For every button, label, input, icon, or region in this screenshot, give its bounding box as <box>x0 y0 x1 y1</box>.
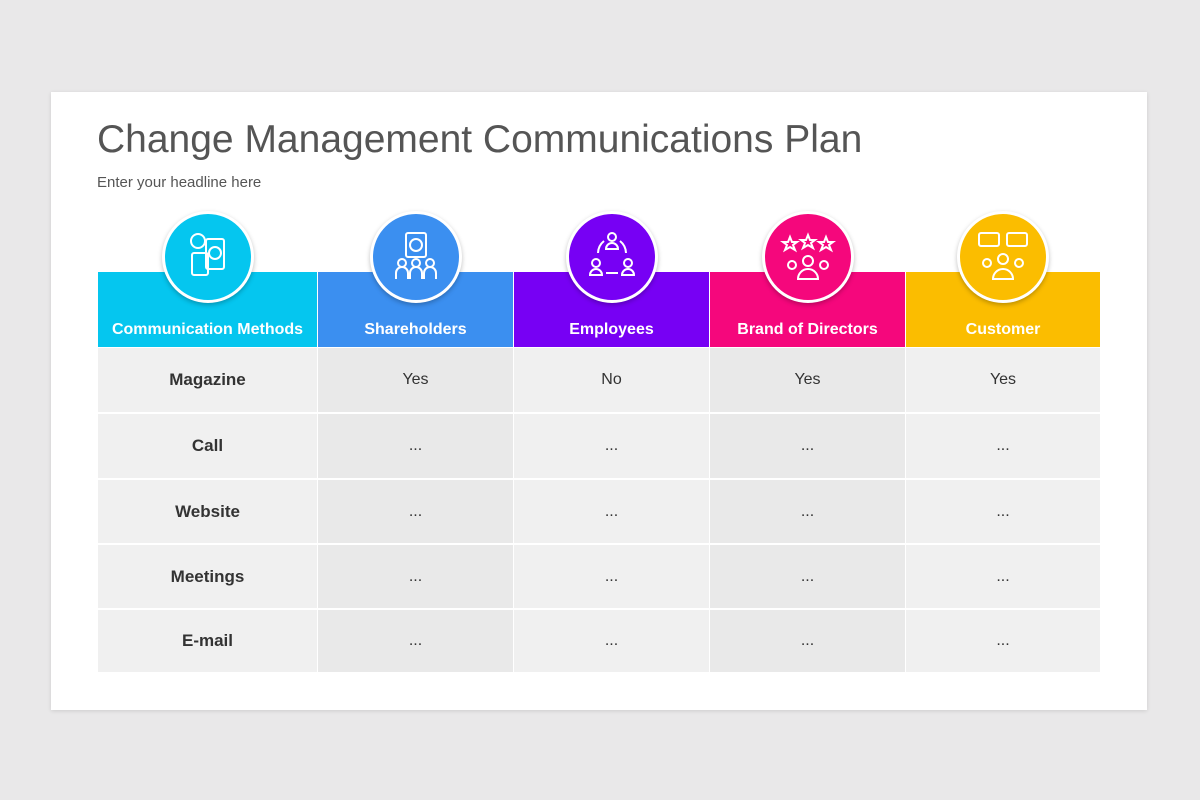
column-icon <box>370 211 462 303</box>
table-cell: ... <box>906 480 1100 543</box>
icon <box>978 232 1028 280</box>
icon <box>190 233 225 276</box>
table-cell: ... <box>710 545 905 608</box>
icon <box>588 232 636 276</box>
row-label: Call <box>98 414 317 478</box>
table-cell: ... <box>514 480 709 543</box>
column-header: Brand of Directors <box>710 272 905 347</box>
table-cell: ... <box>514 610 709 672</box>
row-label: Meetings <box>98 545 317 608</box>
slide: Change Management Communications Plan En… <box>51 92 1147 710</box>
row-label: Magazine <box>98 348 317 412</box>
table-cell: Yes <box>318 348 513 412</box>
table-cell: ... <box>514 414 709 478</box>
table-cell: ... <box>906 414 1100 478</box>
column-icon <box>957 211 1049 303</box>
column-header: Customer <box>906 272 1100 347</box>
table-cell: ... <box>710 414 905 478</box>
row-label: Website <box>98 480 317 543</box>
subtitle: Enter your headline here <box>97 174 262 191</box>
title: Change Management Communications Plan <box>97 118 863 161</box>
column-icon <box>162 211 254 303</box>
table-cell: No <box>514 348 709 412</box>
table-cell: Yes <box>710 348 905 412</box>
icon <box>780 232 836 280</box>
table-cell: Yes <box>906 348 1100 412</box>
table-cell: ... <box>318 545 513 608</box>
table-cell: ... <box>318 480 513 543</box>
row-label: E-mail <box>98 610 317 672</box>
table-cell: ... <box>906 610 1100 672</box>
table-cell: ... <box>710 610 905 672</box>
column-icon <box>762 211 854 303</box>
table-cell: ... <box>710 480 905 543</box>
icon <box>395 232 437 279</box>
table-cell: ... <box>514 545 709 608</box>
table-cell: ... <box>906 545 1100 608</box>
column-icon <box>566 211 658 303</box>
table-cell: ... <box>318 414 513 478</box>
table-cell: ... <box>318 610 513 672</box>
